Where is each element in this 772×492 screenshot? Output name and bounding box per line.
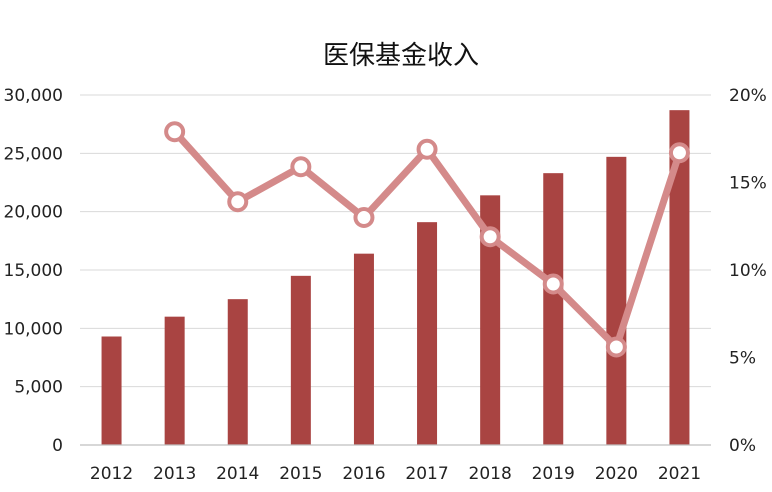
left-tick-label: 15,000 xyxy=(4,261,63,281)
left-axis: 0 5,000 10,000 15,000 20,000 25,000 30,000 xyxy=(4,86,63,456)
line-point xyxy=(353,207,375,228)
bar xyxy=(669,110,690,446)
x-tick-label: 2020 xyxy=(595,464,638,484)
bar xyxy=(227,299,248,445)
gridlines xyxy=(80,94,711,388)
x-tick-label: 2013 xyxy=(153,464,196,484)
left-tick-label: 20,000 xyxy=(4,203,63,223)
left-tick-label: 5,000 xyxy=(14,378,63,398)
x-tick-label: 2012 xyxy=(90,464,133,484)
x-tick-label: 2021 xyxy=(658,464,701,484)
left-tick-label: 30,000 xyxy=(4,86,63,106)
left-tick-label: 0 xyxy=(52,436,63,456)
right-tick-label: 20% xyxy=(729,86,767,106)
bar-series xyxy=(101,110,690,446)
line-point xyxy=(164,121,186,143)
bar xyxy=(101,336,122,445)
bar xyxy=(417,222,438,445)
bar xyxy=(164,316,185,445)
bar xyxy=(543,173,564,445)
x-tick-label: 2018 xyxy=(469,464,512,484)
left-tick-label: 25,000 xyxy=(4,144,63,164)
line-point xyxy=(605,336,627,358)
bar xyxy=(480,195,501,445)
right-tick-label: 0% xyxy=(729,436,756,456)
right-tick-label: 5% xyxy=(729,349,756,369)
x-tick-label: 2019 xyxy=(532,464,575,484)
x-tick-label: 2017 xyxy=(405,464,448,484)
line-point xyxy=(479,226,501,248)
x-tick-label: 2016 xyxy=(342,464,385,484)
line-series xyxy=(164,121,690,358)
right-tick-label: 15% xyxy=(729,174,767,194)
line-point xyxy=(668,142,690,164)
line-point xyxy=(227,191,249,213)
right-axis: 0% 5% 10% 15% 20% xyxy=(729,86,767,456)
bar xyxy=(606,156,627,446)
line-point xyxy=(416,138,438,160)
chart-title: 医保基金收入 xyxy=(323,41,479,71)
right-tick-label: 10% xyxy=(729,261,767,281)
bar xyxy=(290,275,311,445)
x-tick-label: 2014 xyxy=(216,464,259,484)
line-point xyxy=(542,273,564,295)
x-axis: 2012 2013 2014 2015 2016 2017 2018 2019 2020 2021 xyxy=(80,444,711,484)
x-tick-label: 2015 xyxy=(279,464,322,484)
left-tick-label: 10,000 xyxy=(4,319,63,339)
bar xyxy=(353,253,374,445)
line-point xyxy=(290,156,312,178)
